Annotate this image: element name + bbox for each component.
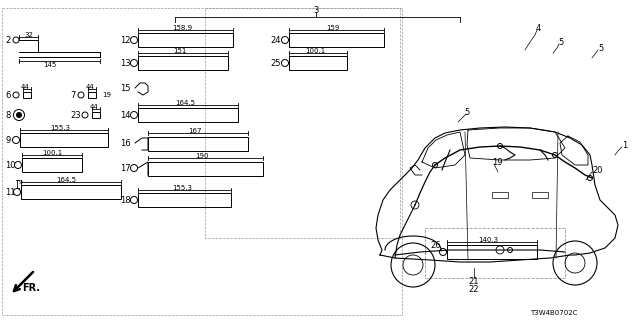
Text: 159: 159 <box>326 25 340 31</box>
Bar <box>148 137 248 151</box>
Text: 18: 18 <box>120 196 131 204</box>
Bar <box>20 133 108 147</box>
Text: 5: 5 <box>558 37 563 46</box>
Text: 1: 1 <box>622 140 627 149</box>
Text: 11: 11 <box>5 188 15 196</box>
Bar <box>289 33 384 47</box>
Text: 16: 16 <box>120 139 131 148</box>
Bar <box>2 8 402 315</box>
Text: 167: 167 <box>188 128 202 134</box>
Text: 8: 8 <box>5 110 10 119</box>
Bar <box>92 112 100 118</box>
Bar <box>88 92 96 98</box>
Text: 140.3: 140.3 <box>478 237 498 243</box>
Bar <box>138 193 231 207</box>
Bar <box>138 108 238 122</box>
Bar <box>138 56 228 70</box>
Text: 190: 190 <box>195 153 209 159</box>
Circle shape <box>17 113 22 117</box>
Text: 24: 24 <box>270 36 280 44</box>
Bar <box>148 162 263 176</box>
Text: 158.9: 158.9 <box>172 25 192 31</box>
Bar <box>21 185 121 199</box>
Text: T3W4B0702C: T3W4B0702C <box>530 310 577 316</box>
Bar <box>447 245 537 259</box>
Text: 164.5: 164.5 <box>56 177 76 183</box>
Text: 100.1: 100.1 <box>305 48 325 54</box>
Text: 5: 5 <box>464 108 469 116</box>
Bar <box>205 8 400 238</box>
Text: 5: 5 <box>598 44 604 52</box>
Text: 4: 4 <box>536 23 541 33</box>
Bar <box>138 33 233 47</box>
Text: 2: 2 <box>5 36 10 44</box>
Text: 6: 6 <box>5 91 10 100</box>
Text: 145: 145 <box>44 61 56 68</box>
Text: FR.: FR. <box>22 283 40 293</box>
Text: 19: 19 <box>492 157 502 166</box>
Text: 155.3: 155.3 <box>172 185 192 191</box>
Text: 23: 23 <box>70 110 81 119</box>
Text: 100.1: 100.1 <box>42 150 62 156</box>
Text: 25: 25 <box>270 59 280 68</box>
Text: 21: 21 <box>468 277 479 286</box>
Bar <box>22 158 82 172</box>
Text: 10: 10 <box>5 161 15 170</box>
Text: 17: 17 <box>120 164 131 172</box>
Bar <box>23 92 31 98</box>
Bar <box>492 192 508 198</box>
Text: 44: 44 <box>86 84 94 90</box>
Text: 14: 14 <box>120 110 131 119</box>
Text: 151: 151 <box>173 48 187 54</box>
Text: 3: 3 <box>314 5 319 14</box>
Text: 20: 20 <box>592 165 602 174</box>
Text: 15: 15 <box>120 84 131 92</box>
Bar <box>532 192 548 198</box>
Text: 44: 44 <box>20 84 29 90</box>
Text: 19: 19 <box>102 92 111 98</box>
Text: 22: 22 <box>468 285 479 294</box>
Bar <box>289 56 347 70</box>
Text: 164.5: 164.5 <box>175 100 195 106</box>
Text: 26: 26 <box>430 241 440 250</box>
Text: 44: 44 <box>90 104 99 110</box>
Text: 155.3: 155.3 <box>50 125 70 131</box>
Text: 13: 13 <box>120 59 131 68</box>
Bar <box>425 228 565 278</box>
Text: 7: 7 <box>70 91 76 100</box>
Text: 12: 12 <box>120 36 131 44</box>
Text: 9: 9 <box>5 135 10 145</box>
Text: 32: 32 <box>24 32 33 38</box>
Text: 9: 9 <box>19 180 23 185</box>
